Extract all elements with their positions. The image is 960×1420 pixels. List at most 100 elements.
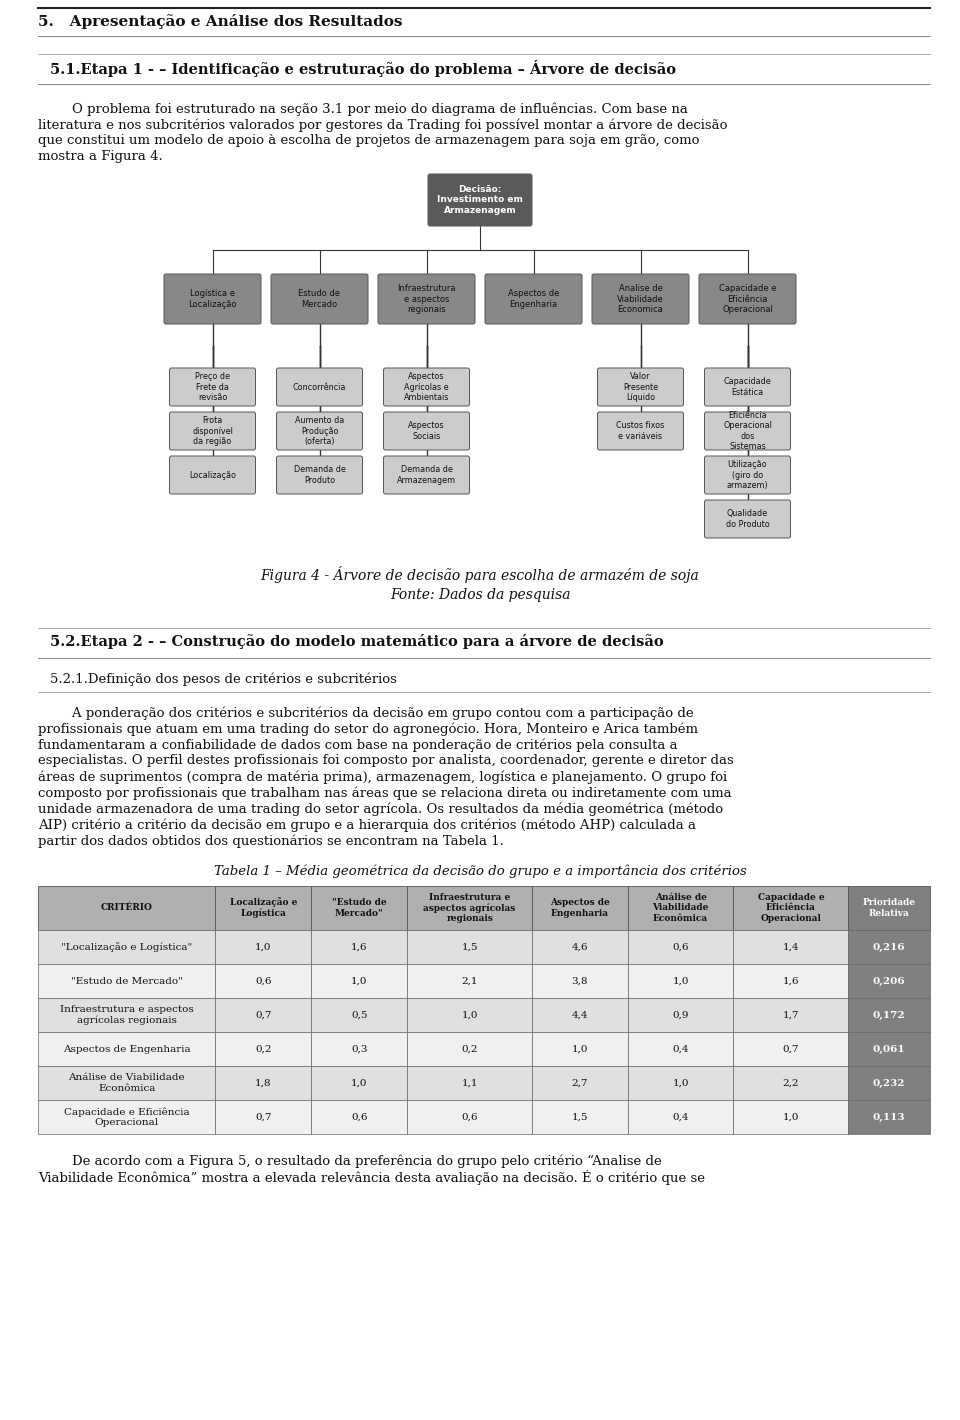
Bar <box>311 1032 407 1066</box>
Text: Concorrência: Concorrência <box>293 382 347 392</box>
FancyBboxPatch shape <box>276 412 363 450</box>
Text: 1,0: 1,0 <box>782 1112 799 1122</box>
Text: Eficiência
Operacional
dos
Sistemas: Eficiência Operacional dos Sistemas <box>723 410 772 452</box>
Text: 0,9: 0,9 <box>672 1011 689 1020</box>
Text: profissionais que atuam em uma trading do setor do agronegócio. Hora, Monteiro e: profissionais que atuam em uma trading d… <box>38 721 698 736</box>
Bar <box>215 1100 311 1135</box>
Text: AIP) critério a critério da decisão em grupo e a hierarquia dos critérios (métod: AIP) critério a critério da decisão em g… <box>38 818 696 832</box>
Bar <box>215 930 311 964</box>
Bar <box>733 964 849 998</box>
Text: 1,0: 1,0 <box>462 1011 478 1020</box>
Text: Demanda de
Produto: Demanda de Produto <box>294 466 346 484</box>
Bar <box>849 930 930 964</box>
Bar <box>849 998 930 1032</box>
Text: Demanda de
Armazenagem: Demanda de Armazenagem <box>396 466 456 484</box>
Text: Qualidade
do Produto: Qualidade do Produto <box>726 510 769 528</box>
FancyBboxPatch shape <box>383 368 469 406</box>
Text: Prioridade
Relativa: Prioridade Relativa <box>863 899 916 917</box>
Bar <box>532 1100 628 1135</box>
Bar <box>628 998 733 1032</box>
FancyBboxPatch shape <box>383 456 469 494</box>
FancyBboxPatch shape <box>705 368 790 406</box>
Bar <box>733 1100 849 1135</box>
Text: "Estudo de
Mercado": "Estudo de Mercado" <box>332 899 387 917</box>
Bar <box>733 930 849 964</box>
Text: 0,6: 0,6 <box>672 943 689 951</box>
Text: mostra a Figura 4.: mostra a Figura 4. <box>38 151 163 163</box>
Bar <box>532 1066 628 1100</box>
Bar <box>311 1100 407 1135</box>
FancyBboxPatch shape <box>378 274 475 324</box>
Text: Infraestrutura e
aspectos agrícolas
regionais: Infraestrutura e aspectos agrícolas regi… <box>423 893 516 923</box>
Bar <box>733 998 849 1032</box>
Text: 0,6: 0,6 <box>462 1112 478 1122</box>
Text: Aumento da
Produção
(oferta): Aumento da Produção (oferta) <box>295 416 344 446</box>
Text: Aspectos de
Engenharia: Aspectos de Engenharia <box>508 290 559 308</box>
Bar <box>38 930 215 964</box>
Text: 0,7: 0,7 <box>255 1011 272 1020</box>
Text: 1,0: 1,0 <box>672 1079 689 1088</box>
Text: Figura 4 - Árvore de decisão para escolha de armazém de soja: Figura 4 - Árvore de decisão para escolh… <box>260 567 700 584</box>
Bar <box>849 1032 930 1066</box>
Bar <box>532 886 628 930</box>
Bar <box>38 964 215 998</box>
Text: 0,4: 0,4 <box>672 1045 689 1054</box>
FancyBboxPatch shape <box>699 274 796 324</box>
Text: 0,6: 0,6 <box>351 1112 368 1122</box>
Bar <box>311 998 407 1032</box>
Text: 0,3: 0,3 <box>351 1045 368 1054</box>
Bar <box>628 1032 733 1066</box>
FancyBboxPatch shape <box>705 500 790 538</box>
Text: 5.2.Etapa 2 - – Construção do modelo matemático para a árvore de decisão: 5.2.Etapa 2 - – Construção do modelo mat… <box>50 633 663 649</box>
Text: Localização: Localização <box>189 470 236 480</box>
Bar <box>38 1100 215 1135</box>
Text: 2,2: 2,2 <box>782 1079 799 1088</box>
Bar <box>532 930 628 964</box>
FancyBboxPatch shape <box>170 412 255 450</box>
Bar <box>407 886 532 930</box>
Bar <box>215 1032 311 1066</box>
Bar <box>215 964 311 998</box>
Text: unidade armazenadora de uma trading do setor agrícola. Os resultados da média ge: unidade armazenadora de uma trading do s… <box>38 802 723 815</box>
Bar <box>407 964 532 998</box>
Text: Custos fixos
e variáveis: Custos fixos e variáveis <box>616 422 664 440</box>
Text: 0,4: 0,4 <box>672 1112 689 1122</box>
Text: 0,6: 0,6 <box>255 977 272 985</box>
Text: Localização e
Logística: Localização e Logística <box>229 897 297 919</box>
Text: Aspectos de Engenharia: Aspectos de Engenharia <box>63 1045 190 1054</box>
Text: 0,2: 0,2 <box>462 1045 478 1054</box>
Text: Analise de
Viabilidade
Economica: Analise de Viabilidade Economica <box>617 284 664 314</box>
Text: Viabilidade Econômica” mostra a elevada relevância desta avaliação na decisão. É: Viabilidade Econômica” mostra a elevada … <box>38 1170 705 1186</box>
Bar <box>733 886 849 930</box>
Text: 1,0: 1,0 <box>351 1079 368 1088</box>
Text: Aspectos
Sociais: Aspectos Sociais <box>408 422 444 440</box>
Text: Capacidade e Eficiência
Operacional: Capacidade e Eficiência Operacional <box>64 1108 189 1127</box>
FancyBboxPatch shape <box>271 274 368 324</box>
Bar <box>628 930 733 964</box>
Bar <box>407 1066 532 1100</box>
Text: 1,0: 1,0 <box>672 977 689 985</box>
Bar <box>407 1032 532 1066</box>
Text: Infraestrutura e aspectos
agrícolas regionais: Infraestrutura e aspectos agrícolas regi… <box>60 1005 194 1025</box>
Text: Preço de
Frete da
revisão: Preço de Frete da revisão <box>195 372 230 402</box>
FancyBboxPatch shape <box>170 456 255 494</box>
FancyBboxPatch shape <box>485 274 582 324</box>
Text: Decisão:
Investimento em
Armazenagem: Decisão: Investimento em Armazenagem <box>437 185 523 214</box>
Text: "Localização e Logística": "Localização e Logística" <box>61 941 192 951</box>
Text: Frota
disponível
da região: Frota disponível da região <box>192 416 233 446</box>
Text: 1,7: 1,7 <box>782 1011 799 1020</box>
Bar <box>407 998 532 1032</box>
Text: Estudo de
Mercado: Estudo de Mercado <box>299 290 341 308</box>
FancyBboxPatch shape <box>428 175 532 226</box>
Bar <box>628 1100 733 1135</box>
Text: Logística e
Localização: Logística e Localização <box>188 290 237 308</box>
Bar <box>311 964 407 998</box>
Text: 1,5: 1,5 <box>571 1112 588 1122</box>
Text: 1,1: 1,1 <box>462 1079 478 1088</box>
Text: Capacidade e
Eficiência
Operacional: Capacidade e Eficiência Operacional <box>757 893 825 923</box>
Text: que constitui um modelo de apoio à escolha de projetos de armazenagem para soja : que constitui um modelo de apoio à escol… <box>38 133 700 148</box>
Bar <box>532 964 628 998</box>
Text: literatura e nos subcritérios valorados por gestores da Trading foi possível mon: literatura e nos subcritérios valorados … <box>38 118 728 132</box>
Text: composto por profissionais que trabalham nas áreas que se relaciona direta ou in: composto por profissionais que trabalham… <box>38 787 732 799</box>
Text: Aspectos de
Engenharia: Aspectos de Engenharia <box>550 899 610 917</box>
